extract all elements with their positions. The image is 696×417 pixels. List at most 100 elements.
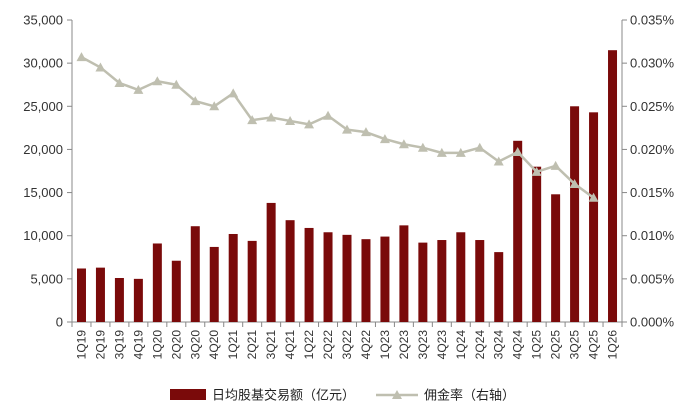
bar — [342, 234, 352, 322]
bar — [114, 277, 124, 322]
right-tick-label: 0.030% — [630, 56, 675, 71]
legend-line-marker — [392, 390, 402, 399]
left-tick-label: 35,000 — [23, 13, 63, 28]
bar — [285, 220, 295, 322]
right-tick-label: 0.015% — [630, 185, 675, 200]
bar — [361, 239, 371, 322]
bar — [76, 268, 86, 322]
line-point-marker — [285, 115, 296, 125]
left-tick-label: 0 — [56, 315, 63, 330]
x-tick-label: 3Q22 — [340, 330, 354, 360]
bar — [437, 240, 447, 322]
line-point-marker — [569, 178, 580, 188]
bar — [95, 267, 105, 322]
x-tick-label: 4Q19 — [131, 330, 145, 360]
bar — [418, 242, 428, 322]
legend-bar-swatch — [170, 389, 206, 400]
line-point-marker — [588, 192, 599, 202]
x-tick-label: 2Q19 — [93, 330, 107, 360]
line-point-marker — [247, 115, 258, 125]
left-tick-label: 5,000 — [30, 271, 63, 286]
line-point-marker — [398, 139, 409, 149]
bar — [247, 240, 257, 322]
bar — [133, 278, 143, 322]
bar — [532, 166, 542, 322]
line-point-marker — [152, 76, 163, 86]
line-point-marker — [95, 62, 106, 72]
x-tick-label: 3Q24 — [492, 330, 506, 360]
right-tick-label: 0.035% — [630, 13, 675, 28]
line-point-marker — [171, 79, 182, 89]
bar — [589, 112, 599, 322]
bar — [551, 194, 561, 322]
line-point-marker — [133, 84, 144, 94]
line-point-marker — [436, 147, 447, 157]
left-tick-label: 25,000 — [23, 99, 63, 114]
line-point-marker — [342, 124, 352, 134]
bar — [171, 260, 181, 322]
x-tick-label: 3Q20 — [188, 330, 202, 360]
bar — [494, 252, 504, 322]
x-tick-label: 3Q19 — [112, 330, 126, 360]
bar — [209, 246, 219, 322]
bar — [323, 232, 333, 322]
x-tick-label: 4Q25 — [587, 330, 601, 360]
legend-line-label: 佣金率（右轴） — [424, 388, 515, 404]
line-point-marker — [455, 147, 466, 157]
axes: 0 5,000 10,000 15,000 20,000 25,000 30,000 35,0… — [23, 13, 674, 360]
right-tick-label: 0.005% — [630, 271, 675, 286]
commission-rate-line — [80, 56, 595, 199]
left-tick-label: 20,000 — [23, 142, 63, 157]
bar — [190, 226, 200, 322]
line-point-marker — [379, 134, 390, 144]
bar — [570, 106, 580, 323]
x-tick-label: 4Q21 — [283, 330, 297, 360]
bar — [266, 202, 276, 322]
x-tick-label: 1Q22 — [302, 330, 316, 360]
right-tick-label: 0.025% — [630, 99, 675, 114]
right-tick-label: 0.020% — [630, 142, 675, 157]
x-tick-label: 4Q22 — [359, 330, 373, 360]
line-point-marker — [531, 166, 542, 176]
x-tick-label: 1Q20 — [150, 330, 164, 360]
line-point-marker — [360, 127, 371, 137]
x-tick-label: 3Q21 — [264, 330, 278, 360]
x-tick-label: 3Q25 — [568, 330, 582, 360]
x-tick-label: 3Q23 — [416, 330, 430, 360]
x-tick-label: 4Q20 — [207, 330, 221, 360]
bar — [608, 50, 618, 322]
line-point-marker — [114, 77, 125, 87]
x-tick-label: 4Q23 — [435, 330, 449, 360]
line-point-marker — [550, 160, 561, 170]
x-tick-label: 2Q23 — [397, 330, 411, 360]
right-tick-label: 0.000% — [630, 315, 675, 330]
bar — [152, 243, 162, 322]
line-point-marker — [190, 96, 201, 106]
bar — [475, 240, 485, 322]
bar — [228, 233, 238, 322]
x-tick-label: 1Q26 — [606, 330, 620, 360]
x-tick-label: 2Q25 — [549, 330, 563, 360]
x-tick-label: 2Q22 — [321, 330, 335, 360]
line-point-marker — [76, 52, 87, 62]
left-tick-label: 15,000 — [23, 185, 63, 200]
line-point-marker — [266, 112, 277, 122]
left-tick-label: 10,000 — [23, 228, 63, 243]
line-point-marker — [493, 156, 504, 166]
x-tick-label: 2Q21 — [245, 330, 259, 360]
line-point-marker — [304, 119, 315, 129]
x-tick-label: 1Q19 — [74, 330, 88, 360]
x-tick-label: 2Q20 — [169, 330, 183, 360]
x-tick-label: 1Q23 — [378, 330, 392, 360]
legend-bar-label: 日均股基交易额（亿元） — [212, 388, 355, 404]
line-point-marker — [228, 88, 239, 98]
x-tick-label: 1Q25 — [530, 330, 544, 360]
bar — [304, 227, 314, 322]
line-point-marker — [474, 142, 485, 152]
bar — [380, 236, 390, 322]
x-tick-label: 4Q24 — [511, 330, 525, 360]
line-point-marker — [323, 110, 334, 120]
bar — [399, 225, 409, 322]
left-tick-label: 30,000 — [23, 56, 63, 71]
